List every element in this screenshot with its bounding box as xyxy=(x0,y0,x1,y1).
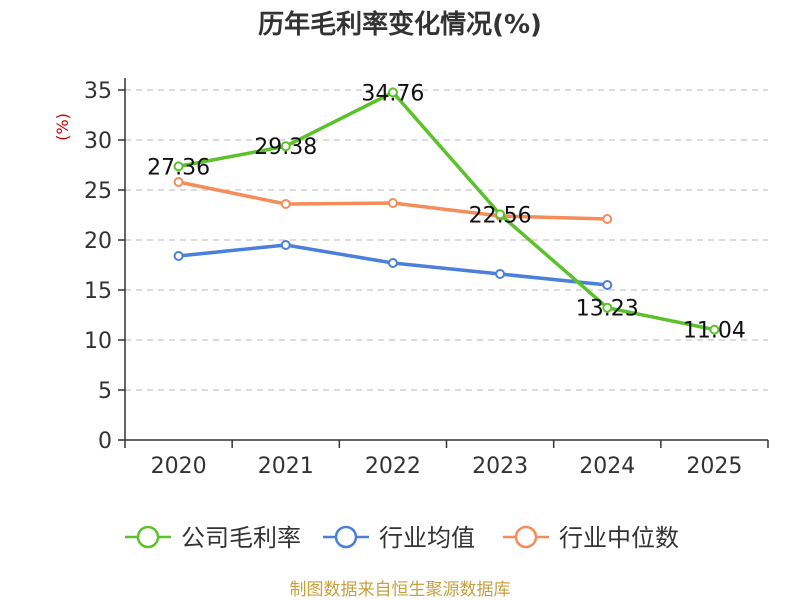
series-0-label-2023: 22.56 xyxy=(469,203,532,228)
y-axis-label: (%) xyxy=(53,113,72,141)
series-0-label-2021: 29.38 xyxy=(254,135,317,160)
series-2-point-2020 xyxy=(173,177,184,187)
series-0-point-2021 xyxy=(280,141,291,152)
x-tick-label-2023: 2023 xyxy=(472,454,528,479)
x-tick-label-2021: 2021 xyxy=(258,454,314,479)
legend-label-0: 公司毛利率 xyxy=(181,524,301,552)
series-2-point-2021 xyxy=(280,199,291,209)
x-tick-label-2025: 2025 xyxy=(686,454,742,479)
legend-item-0: 公司毛利率 xyxy=(125,524,301,552)
legend-marker-1 xyxy=(334,525,358,549)
legend-marker-0 xyxy=(136,525,160,549)
series-1-point-2024 xyxy=(602,280,613,290)
legend-item-2: 行业中位数 xyxy=(503,524,679,552)
series-0-point-2024 xyxy=(602,302,613,313)
legend-label-2: 行业中位数 xyxy=(559,524,679,552)
series-0-point-2025 xyxy=(709,324,720,335)
x-tick-label-2024: 2024 xyxy=(579,454,635,479)
series-2-point-2024 xyxy=(602,214,613,224)
y-tick-label-35: 35 xyxy=(84,79,112,104)
series-1-point-2021 xyxy=(280,240,291,250)
series-2-point-2022 xyxy=(387,198,398,208)
x-tick-label-2020: 2020 xyxy=(151,454,207,479)
y-tick-label-20: 20 xyxy=(84,229,112,254)
chart-title: 历年毛利率变化情况(%) xyxy=(258,9,542,40)
source-note: 制图数据来自恒生聚源数据库 xyxy=(290,580,511,600)
y-tick-label-0: 0 xyxy=(98,429,112,454)
series-0-point-2020 xyxy=(173,161,184,172)
series-1-point-2020 xyxy=(173,251,184,261)
y-tick-label-5: 5 xyxy=(98,379,112,404)
legend: 公司毛利率 行业均值 行业中位数 xyxy=(125,524,679,552)
y-tick-label-10: 10 xyxy=(84,329,112,354)
y-tick-label-30: 30 xyxy=(84,129,112,154)
data-label-layer: 27.36 29.38 34.76 22.56 13.23 11.04 xyxy=(147,81,746,343)
y-tick-label-15: 15 xyxy=(84,279,112,304)
y-tick-label-25: 25 xyxy=(84,179,112,204)
series-0-label-2025: 11.04 xyxy=(683,319,746,344)
series-0-point-2023 xyxy=(495,209,506,220)
x-tick-label-2022: 2022 xyxy=(365,454,421,479)
grid-layer xyxy=(125,89,768,391)
series-0-point-2022 xyxy=(387,87,398,98)
legend-item-1: 行业均值 xyxy=(323,524,475,552)
series-0-label-2022: 34.76 xyxy=(361,81,424,106)
legend-label-1: 行业均值 xyxy=(379,524,475,552)
legend-marker-2 xyxy=(514,525,538,549)
series-0-line xyxy=(176,90,717,332)
series-0-label-2020: 27.36 xyxy=(147,155,210,180)
series-1-point-2023 xyxy=(495,269,506,279)
series-1-point-2022 xyxy=(387,258,398,268)
series-0-label-2024: 13.23 xyxy=(576,297,639,322)
series-layer xyxy=(173,87,720,335)
